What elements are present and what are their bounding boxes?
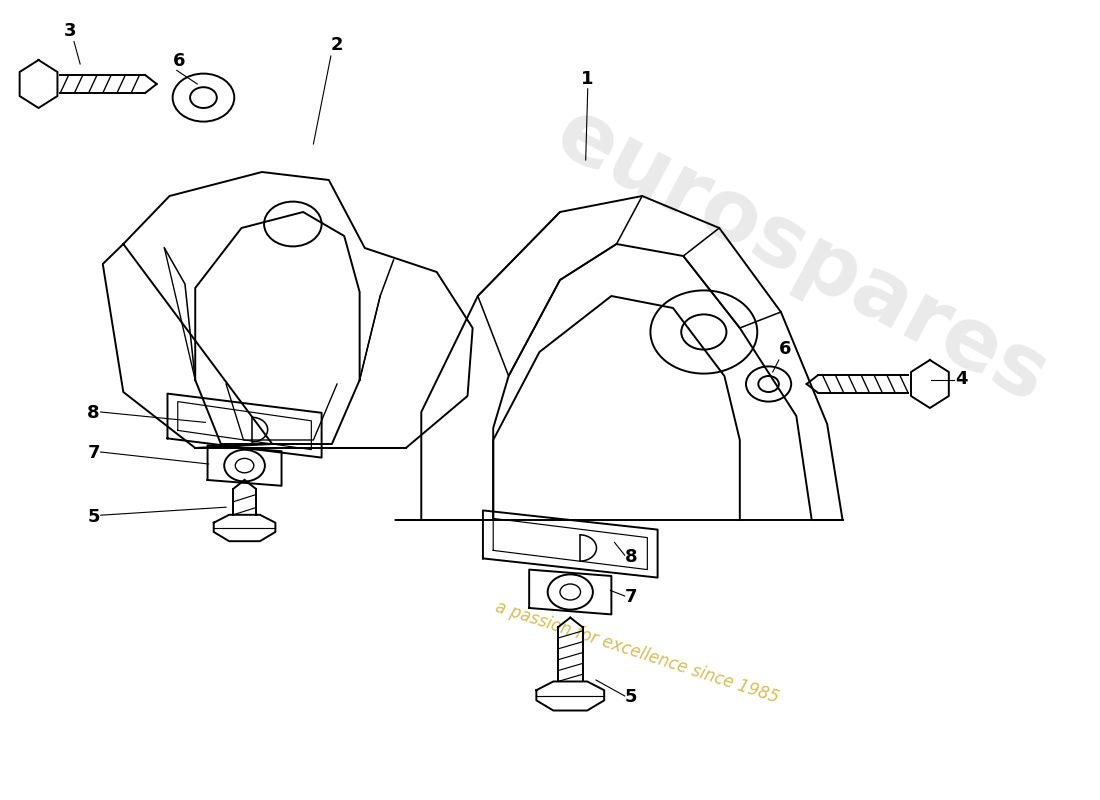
Text: 4: 4 — [956, 370, 968, 388]
Text: 5: 5 — [625, 688, 637, 706]
Text: 8: 8 — [625, 547, 637, 566]
Text: 5: 5 — [87, 508, 100, 526]
Text: 7: 7 — [87, 443, 100, 462]
Text: 3: 3 — [64, 22, 76, 40]
Text: a passion for excellence since 1985: a passion for excellence since 1985 — [493, 598, 781, 706]
Text: eurospares: eurospares — [541, 91, 1062, 421]
Text: 7: 7 — [625, 587, 637, 606]
Text: 6: 6 — [779, 339, 791, 358]
Text: 2: 2 — [331, 35, 343, 54]
Text: 8: 8 — [87, 403, 100, 422]
Text: 6: 6 — [173, 51, 185, 70]
Text: 1: 1 — [581, 70, 593, 88]
